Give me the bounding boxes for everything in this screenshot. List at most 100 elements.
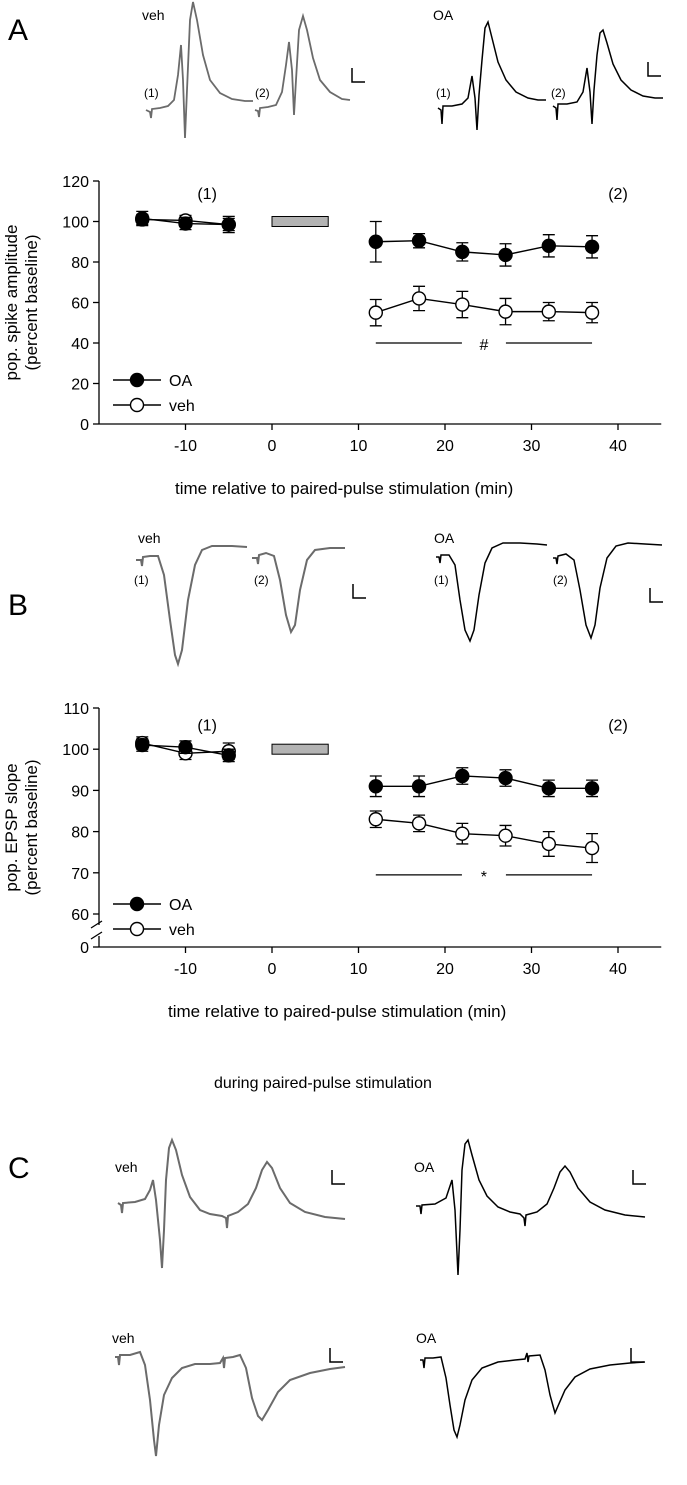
chart-a-ytick-label: 80	[71, 255, 89, 272]
chart-a-significance-marker: #	[479, 337, 488, 354]
chart-a-series-veh-point	[584, 305, 600, 320]
trace-label-c1-veh: veh	[115, 1159, 138, 1175]
scale-bar-c1-oa	[632, 1170, 646, 1185]
trace-a-oa-1	[437, 19, 546, 131]
chart-a-ytick-label: 40	[71, 336, 89, 353]
chart-b-series-veh-point	[368, 812, 383, 827]
trace-sublabel-a-veh-1: (1)	[144, 86, 159, 100]
chart-a-annotation-2: (2)	[608, 186, 628, 203]
trace-sublabel-a-oa-2: (2)	[551, 86, 566, 100]
chart-a-xtick-label: 20	[436, 438, 454, 455]
trace-sublabel-a-veh-2: (2)	[255, 86, 270, 100]
chart-b-ytick-label: 0	[80, 940, 89, 957]
chart-a-y-axis-title-line-2: (percent baseline)	[22, 234, 41, 370]
chart-b-annotation-1: (1)	[197, 717, 217, 734]
chart-b-xtick-label: 30	[523, 961, 541, 978]
chart-a-legend-oa-label: OA	[169, 373, 192, 390]
scale-bar-b-oa	[649, 588, 663, 603]
chart-b-ytick-label: 80	[71, 825, 89, 842]
chart-a-series-oa-point	[368, 234, 383, 249]
chart-b-y-axis-title-line-1: pop. EPSP slope	[2, 763, 21, 891]
chart-a-xtick-label: 40	[609, 438, 627, 455]
chart-a-series-oa-point	[135, 211, 150, 226]
chart-b-legend-veh-label: veh	[169, 922, 195, 939]
trace-label-a-oa: OA	[433, 7, 454, 23]
chart-a-xtick-label: 30	[523, 438, 541, 455]
chart-b-ytick-label: 100	[62, 742, 89, 759]
trace-label-a-veh: veh	[142, 7, 165, 23]
chart-a-series-veh-point	[455, 297, 470, 312]
chart-b-series-oa-point	[541, 781, 556, 796]
chart-b-legend-oa-marker	[129, 896, 145, 912]
trace-sublabel-b-veh-2: (2)	[254, 573, 269, 587]
chart-b-x-axis-title: time relative to paired-pulse stimulatio…	[168, 1002, 506, 1021]
chart-b-series-oa-point	[368, 779, 383, 794]
chart-a-series-oa-point	[541, 238, 556, 254]
chart-b-series-oa-point	[584, 781, 600, 796]
chart-a-xtick-label: -10	[174, 438, 197, 455]
scale-bar-c1-veh	[331, 1170, 345, 1185]
chart-a-series-oa-line-post	[375, 240, 593, 256]
chart-b-series-veh-point	[584, 840, 600, 856]
scale-bar-a-veh	[351, 68, 365, 83]
trace-c1-veh	[117, 1137, 346, 1269]
trace-sublabel-b-veh-1: (1)	[134, 573, 149, 587]
trace-label-b-oa: OA	[434, 530, 455, 546]
chart-b-ytick-label: 70	[71, 866, 89, 883]
chart-b-series-oa-point	[455, 768, 470, 784]
chart-b-y-axis-title-line-2: (percent baseline)	[22, 759, 41, 895]
chart-a-ytick-label: 20	[71, 377, 89, 394]
chart-b-series-veh-point	[411, 816, 427, 831]
chart-a-series-oa-point	[455, 244, 470, 260]
trace-label-c2-oa: OA	[416, 1330, 437, 1346]
chart-a-ytick-label: 0	[80, 417, 89, 434]
panel-c-title: during paired-pulse stimulation	[214, 1075, 432, 1092]
chart-a-series-oa-point	[498, 247, 513, 263]
scale-bar-c2-oa	[630, 1348, 644, 1363]
chart-b-significance-marker: *	[481, 869, 487, 886]
chart-b-stimulation-bar	[271, 743, 329, 755]
chart-a-ytick-label: 120	[62, 174, 89, 191]
chart-b-xtick-label: 40	[609, 961, 627, 978]
panel-label-b: B	[8, 589, 28, 622]
chart-a-xtick-label: 10	[350, 438, 368, 455]
chart-b-xtick-label: 20	[436, 961, 454, 978]
chart-a-series-veh-point	[498, 304, 513, 319]
panel-label-a: A	[8, 14, 28, 47]
chart-b-series-oa-point	[498, 770, 513, 786]
chart-a-series-veh-point	[411, 291, 427, 306]
chart-a-y-axis-title-line-1: pop. spike amplitude	[2, 225, 21, 381]
chart-b-ytick-label: 90	[71, 783, 89, 800]
chart-b-legend-veh-marker	[129, 921, 145, 937]
chart-b-axis-break	[90, 920, 103, 940]
panel-label-c: C	[8, 1152, 30, 1185]
chart-a-legend-veh-marker	[129, 397, 145, 413]
chart-b-ytick-label: 110	[63, 701, 89, 718]
chart-a-annotation-1: (1)	[197, 186, 217, 203]
chart-b-series-oa-point	[135, 737, 150, 753]
chart-b-xtick-label: 0	[268, 961, 277, 978]
chart-a-stimulation-bar	[271, 216, 329, 227]
chart-a-series-veh-line-post	[375, 297, 593, 314]
chart-b-series-oa-point	[221, 748, 236, 763]
chart-b-annotation-2: (2)	[608, 717, 628, 734]
trace-c2-oa	[420, 1352, 646, 1440]
trace-a-oa-2	[552, 28, 663, 125]
chart-a-ytick-label: 100	[62, 215, 89, 232]
trace-b-oa-1	[436, 542, 548, 643]
chart-b-series-oa-point	[178, 739, 193, 755]
chart-a-xtick-label: 0	[268, 438, 277, 455]
trace-sublabel-a-oa-1: (1)	[436, 86, 451, 100]
chart-b-series-oa-line-post	[375, 775, 593, 790]
chart-a-series-veh-point	[368, 305, 383, 320]
chart-a-series-veh-point	[541, 304, 556, 319]
scale-bar-b-veh	[352, 584, 366, 599]
chart-b-ytick-label: 60	[71, 907, 89, 924]
trace-label-c1-oa: OA	[414, 1159, 435, 1175]
chart-a-series-oa-point	[221, 217, 236, 232]
scale-bar-a-oa	[647, 62, 661, 77]
trace-b-veh-2	[252, 547, 345, 635]
trace-sublabel-b-oa-1: (1)	[434, 573, 449, 587]
chart-b-series-veh-point	[498, 828, 513, 843]
chart-b-series-veh-point	[541, 836, 556, 852]
